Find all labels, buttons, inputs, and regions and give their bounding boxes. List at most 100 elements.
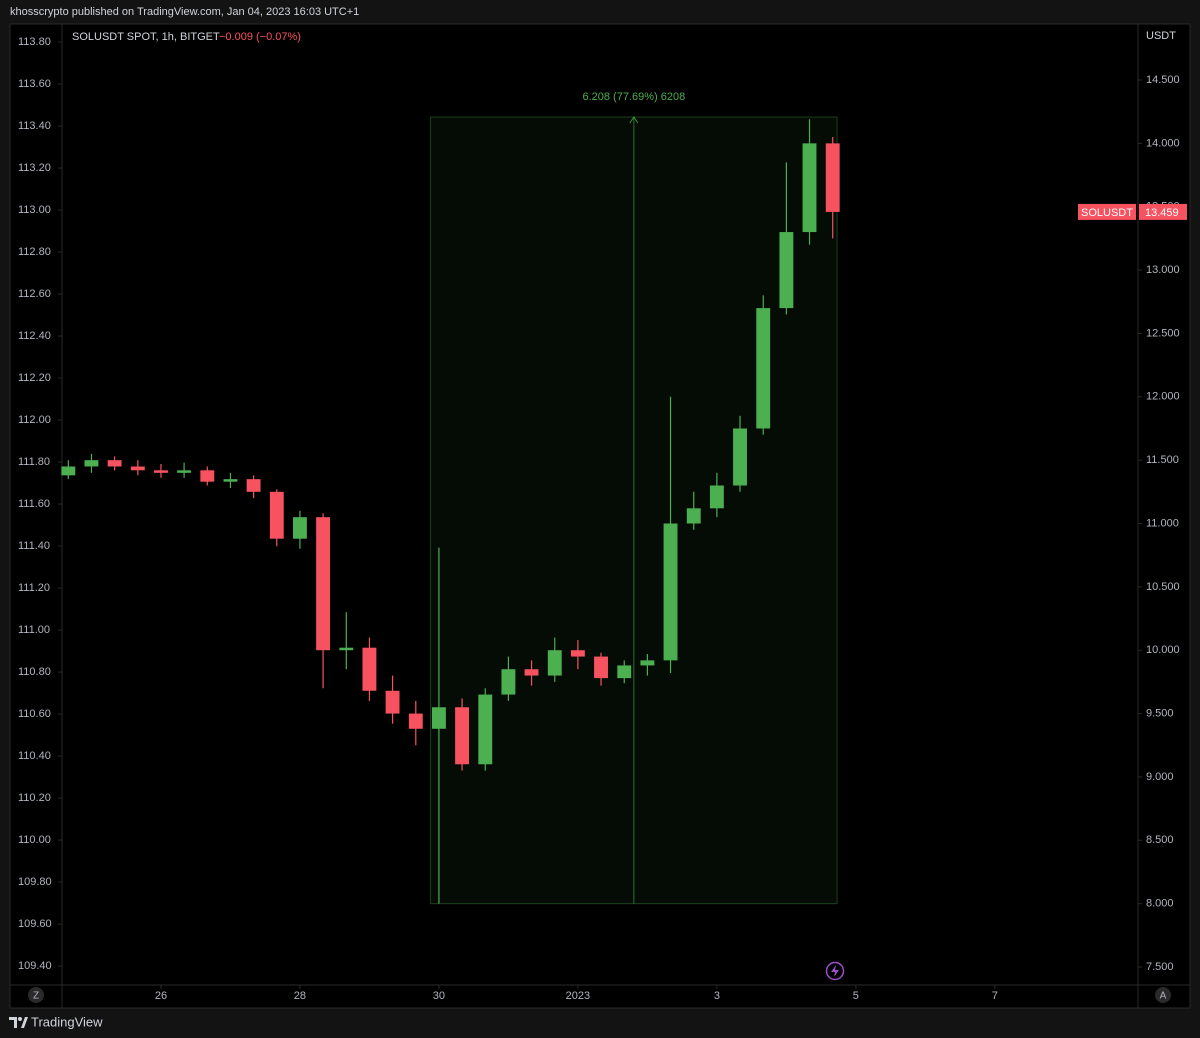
price-tag [1139, 203, 1187, 220]
y2-tick-label: 13.000 [1146, 264, 1180, 276]
candle-body [431, 707, 446, 729]
y2-tick-label: 9.500 [1146, 707, 1174, 719]
lightning-circle[interactable] [825, 961, 845, 981]
candle-body [84, 460, 99, 467]
legend-change: −0.009 (−0.07%) [219, 31, 301, 43]
y-tick-label: 112.20 [18, 372, 51, 384]
z-button[interactable] [28, 987, 44, 1003]
chart-panel [9, 23, 1191, 1009]
lightning-bolt[interactable] [831, 965, 839, 977]
candle-body [756, 308, 771, 429]
x-tick-label: 30 [433, 990, 445, 1002]
y-tick-label: 111.80 [18, 456, 50, 468]
candle-body [802, 143, 817, 233]
y-tick-label: 112.00 [18, 414, 51, 426]
candle-body [524, 669, 539, 676]
candle-body [292, 517, 307, 539]
y-tick-label: 110.20 [18, 792, 51, 804]
y-tick-label: 113.80 [18, 36, 51, 48]
candle-body [339, 647, 354, 651]
candle-body [107, 460, 122, 467]
y-tick-label: 109.40 [18, 960, 52, 972]
y2-tick-label: 10.000 [1146, 644, 1180, 656]
candle-body [316, 517, 331, 651]
candle-body [177, 470, 192, 473]
candle-body [154, 470, 168, 473]
candle-body [779, 232, 794, 309]
auto-button[interactable] [1155, 987, 1171, 1003]
candle-body [408, 713, 423, 729]
x-tick-label: 2023 [566, 990, 590, 1002]
y2-tick-label: 8.000 [1146, 898, 1174, 910]
x-tick-label: 7 [992, 990, 998, 1002]
candle-body [547, 650, 562, 676]
candle-body [130, 466, 145, 471]
y-tick-label: 109.80 [18, 876, 52, 888]
candle-body [640, 660, 655, 666]
candle-body [61, 466, 76, 476]
plot: 6.208 (77.69%) 6208 [61, 91, 840, 905]
y2-tick-label: 10.500 [1146, 581, 1180, 593]
y2-tick-label: 12.000 [1146, 391, 1180, 403]
z-button-label[interactable]: Z [33, 991, 39, 1002]
candle-body [570, 650, 585, 657]
y-tick-label: 113.60 [18, 78, 51, 90]
y2-tick-label: 9.000 [1146, 771, 1174, 783]
candle-body [362, 647, 377, 691]
candle-body [269, 491, 284, 539]
measure-label: 6.208 (77.69%) 6208 [582, 91, 685, 103]
y-tick-label: 110.00 [18, 834, 51, 846]
x-tick-label: 5 [853, 990, 859, 1002]
y2-tick-label: 12.500 [1146, 327, 1180, 339]
y-tick-label: 112.40 [18, 330, 51, 342]
candle-body [246, 479, 261, 492]
y-tick-label: 111.20 [18, 582, 50, 594]
y-tick-label: 111.00 [18, 624, 50, 636]
y-tick-label: 113.40 [18, 120, 51, 132]
candle-body [617, 665, 632, 679]
y-tick-label: 110.60 [18, 708, 51, 720]
y-tick-label: 109.60 [18, 918, 52, 930]
candle-body [223, 479, 238, 482]
candle-body [594, 656, 608, 679]
candle-body [455, 707, 470, 765]
price-tag-value: 13.459 [1145, 207, 1179, 219]
footer-logo [9, 1017, 28, 1028]
price-tag-name: SOLUSDT [1081, 207, 1133, 219]
candle-body [733, 428, 747, 486]
lightning-icon[interactable] [825, 961, 845, 981]
footer-brand: TradingView [31, 1014, 103, 1029]
y2-unit: USDT [1146, 30, 1176, 42]
logo-dot [18, 1017, 22, 1021]
y2-tick-label: 14.000 [1146, 137, 1180, 149]
candle-body [709, 485, 724, 509]
candle-body [825, 143, 840, 212]
x-tick-label: 3 [714, 990, 720, 1002]
legend-title: SOLUSDT SPOT, 1h, BITGET [72, 31, 220, 43]
y2-tick-label: 7.500 [1146, 961, 1174, 973]
candle-body [200, 470, 215, 482]
candle-body [663, 523, 678, 661]
logo-part [21, 1017, 28, 1028]
candle-body [686, 508, 701, 524]
y2-tick-label: 14.500 [1146, 74, 1180, 86]
y-tick-label: 111.40 [18, 540, 50, 552]
x-tick-label: 26 [155, 990, 167, 1002]
logo-part [9, 1017, 17, 1028]
y-tick-label: 110.40 [18, 750, 51, 762]
y-tick-label: 113.20 [18, 162, 51, 174]
y2-tick-label: 11.500 [1146, 454, 1179, 466]
y-tick-label: 112.60 [18, 288, 51, 300]
x-tick-label: 28 [294, 990, 306, 1002]
y2-tick-label: 8.500 [1146, 834, 1174, 846]
header: khosscrypto published on TradingView.com… [10, 6, 359, 18]
y-tick-label: 110.80 [18, 666, 51, 678]
candle-body [501, 669, 516, 695]
price-tag-name-bg [1078, 203, 1136, 220]
auto-button-label[interactable]: A [1160, 991, 1167, 1002]
candle-body [385, 690, 400, 714]
y-tick-label: 113.00 [18, 204, 51, 216]
measure-arrow-head [629, 116, 639, 124]
